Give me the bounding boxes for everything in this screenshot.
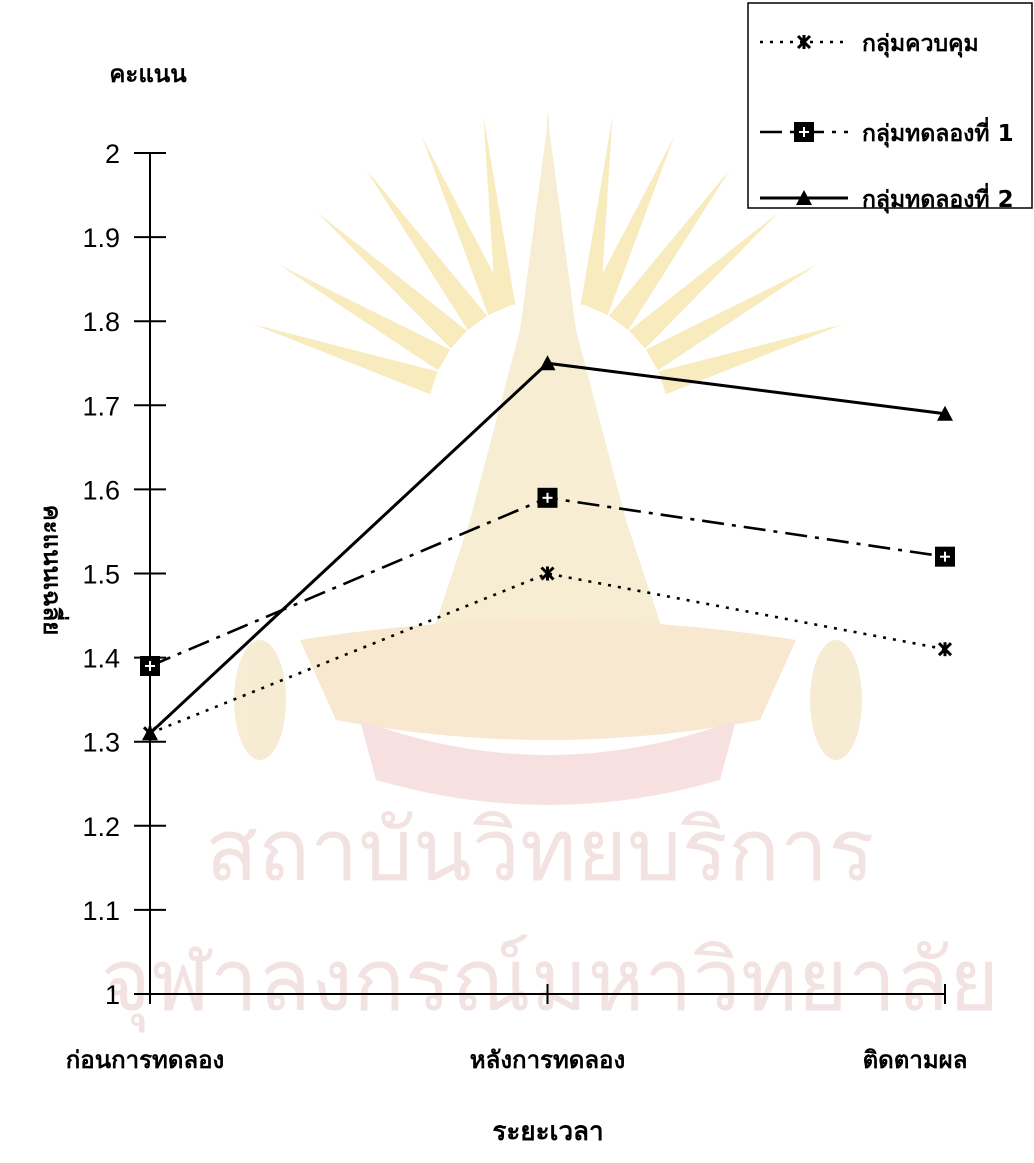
y-tick-label: 1.2 [82, 812, 120, 842]
series-marker-square [794, 122, 814, 142]
y-tick-label: 1 [105, 980, 120, 1010]
series-line [149, 572, 946, 735]
legend-box [747, 2, 1033, 209]
y-tick-label: 1.4 [82, 644, 120, 674]
series-marker-triangle [937, 405, 953, 421]
y-unit-label: คะแนน [109, 60, 187, 88]
x-tick-label: ติดตามผล [863, 1046, 968, 1074]
y-tick-label: 1.9 [82, 223, 120, 253]
legend-label: กลุ่มทดลองที่ 1 [862, 116, 1014, 148]
legend-item: กลุ่มทดลองที่ 2 [760, 182, 1014, 214]
x-ticks: ก่อนการทดลอง หลังการทดลอง ติดตามผล [66, 984, 968, 1074]
y-tick-label: 1.6 [82, 475, 120, 505]
series-marker-star [937, 642, 953, 657]
x-axis-title: ระยะเวลา [492, 1117, 603, 1147]
series-marker-star [796, 34, 812, 50]
legend-item: กลุ่มทดลองที่ 1 [760, 116, 1014, 148]
legend-item: กลุ่มควบคุม [760, 31, 979, 58]
legend-label: กลุ่มทดลองที่ 2 [862, 182, 1014, 214]
y-tick-label: 2 [105, 139, 120, 169]
series-marker-triangle [142, 725, 158, 741]
y-axis-title: คะแนนเฉลี่ย [38, 505, 70, 636]
series-marker-star [540, 566, 555, 581]
legend-items: กลุ่มควบคุมกลุ่มทดลองที่ 1 กลุ่มทดลองที่ … [760, 31, 1014, 214]
y-tick-label: 1.3 [82, 728, 120, 758]
university-seal-watermark [234, 110, 862, 805]
y-tick-label: 1.8 [82, 307, 120, 337]
series-marker-square [935, 546, 955, 567]
y-ticks: 1 1.1 1.2 1.3 1.4 1.5 1.6 1.7 1.8 1.9 2 [82, 139, 166, 1010]
series-marker-triangle [796, 190, 812, 205]
axes: 1 1.1 1.2 1.3 1.4 1.5 1.6 1.7 1.8 1.9 2 ก่อนการทดล… [66, 139, 968, 1074]
y-tick-label: 1.7 [82, 391, 120, 421]
watermark-line-1: สถาบันวิทยบริการ [206, 801, 875, 901]
series-marker-triangle [539, 355, 556, 371]
series-3 [142, 355, 953, 741]
series-group [140, 355, 955, 741]
legend-label: กลุ่มควบคุม [862, 31, 979, 58]
watermark-line-2: จุฬาลงกรณ์มหาวิทยาลัย [101, 931, 1000, 1033]
series-marker-square [140, 656, 160, 677]
series-marker-square [537, 487, 558, 508]
y-tick-label: 1.5 [82, 560, 120, 590]
watermark: สถาบันวิทยบริการ จุฬาลงกรณ์มหาวิทยาลัย [101, 110, 1000, 1033]
x-tick-label: หลังการทดลอง [470, 1046, 625, 1074]
x-tick-label: ก่อนการทดลอง [66, 1046, 225, 1074]
y-tick-label: 1.1 [82, 896, 120, 926]
legend: กลุ่มควบคุมกลุ่มทดลองที่ 1 กลุ่มทดลองที่ … [747, 2, 1033, 214]
